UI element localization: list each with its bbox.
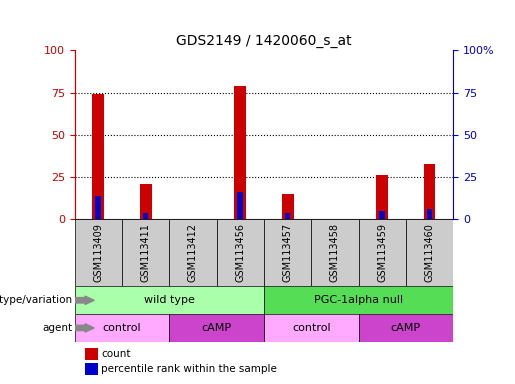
Bar (122, 219, 169, 286)
Bar (237, 192, 243, 219)
Bar (140, 184, 151, 219)
Text: GSM113412: GSM113412 (188, 223, 198, 282)
Text: count: count (101, 349, 131, 359)
Bar (264, 314, 358, 342)
Text: cAMP: cAMP (391, 323, 421, 333)
Bar (75, 219, 122, 286)
Bar (406, 219, 453, 286)
Bar (95, 195, 101, 219)
Text: agent: agent (42, 323, 72, 333)
Title: GDS2149 / 1420060_s_at: GDS2149 / 1420060_s_at (176, 34, 352, 48)
Bar (169, 219, 217, 286)
Bar (285, 212, 290, 219)
Text: control: control (102, 323, 141, 333)
Bar (427, 209, 433, 219)
Text: genotype/variation: genotype/variation (0, 295, 72, 305)
Text: GSM113457: GSM113457 (283, 223, 293, 282)
Bar (424, 164, 436, 219)
Bar (380, 211, 385, 219)
Bar (234, 86, 246, 219)
Bar (143, 212, 148, 219)
Bar (282, 194, 294, 219)
Text: wild type: wild type (144, 295, 195, 305)
Bar (358, 219, 406, 286)
Text: GSM113458: GSM113458 (330, 223, 340, 282)
Bar (358, 314, 453, 342)
Bar (264, 219, 311, 286)
Bar (169, 314, 264, 342)
Text: control: control (292, 323, 331, 333)
Text: GSM113411: GSM113411 (141, 223, 151, 282)
Bar (311, 219, 358, 286)
Bar (75, 286, 264, 314)
Text: GSM113456: GSM113456 (235, 223, 245, 282)
Bar (217, 219, 264, 286)
Text: GSM113409: GSM113409 (93, 223, 104, 282)
Text: percentile rank within the sample: percentile rank within the sample (101, 364, 278, 374)
Text: GSM113459: GSM113459 (377, 223, 387, 282)
Text: PGC-1alpha null: PGC-1alpha null (314, 295, 403, 305)
Bar (75, 314, 169, 342)
Bar (376, 175, 388, 219)
Text: cAMP: cAMP (201, 323, 232, 333)
Bar (264, 286, 453, 314)
Bar (92, 94, 104, 219)
Text: GSM113460: GSM113460 (424, 223, 435, 282)
